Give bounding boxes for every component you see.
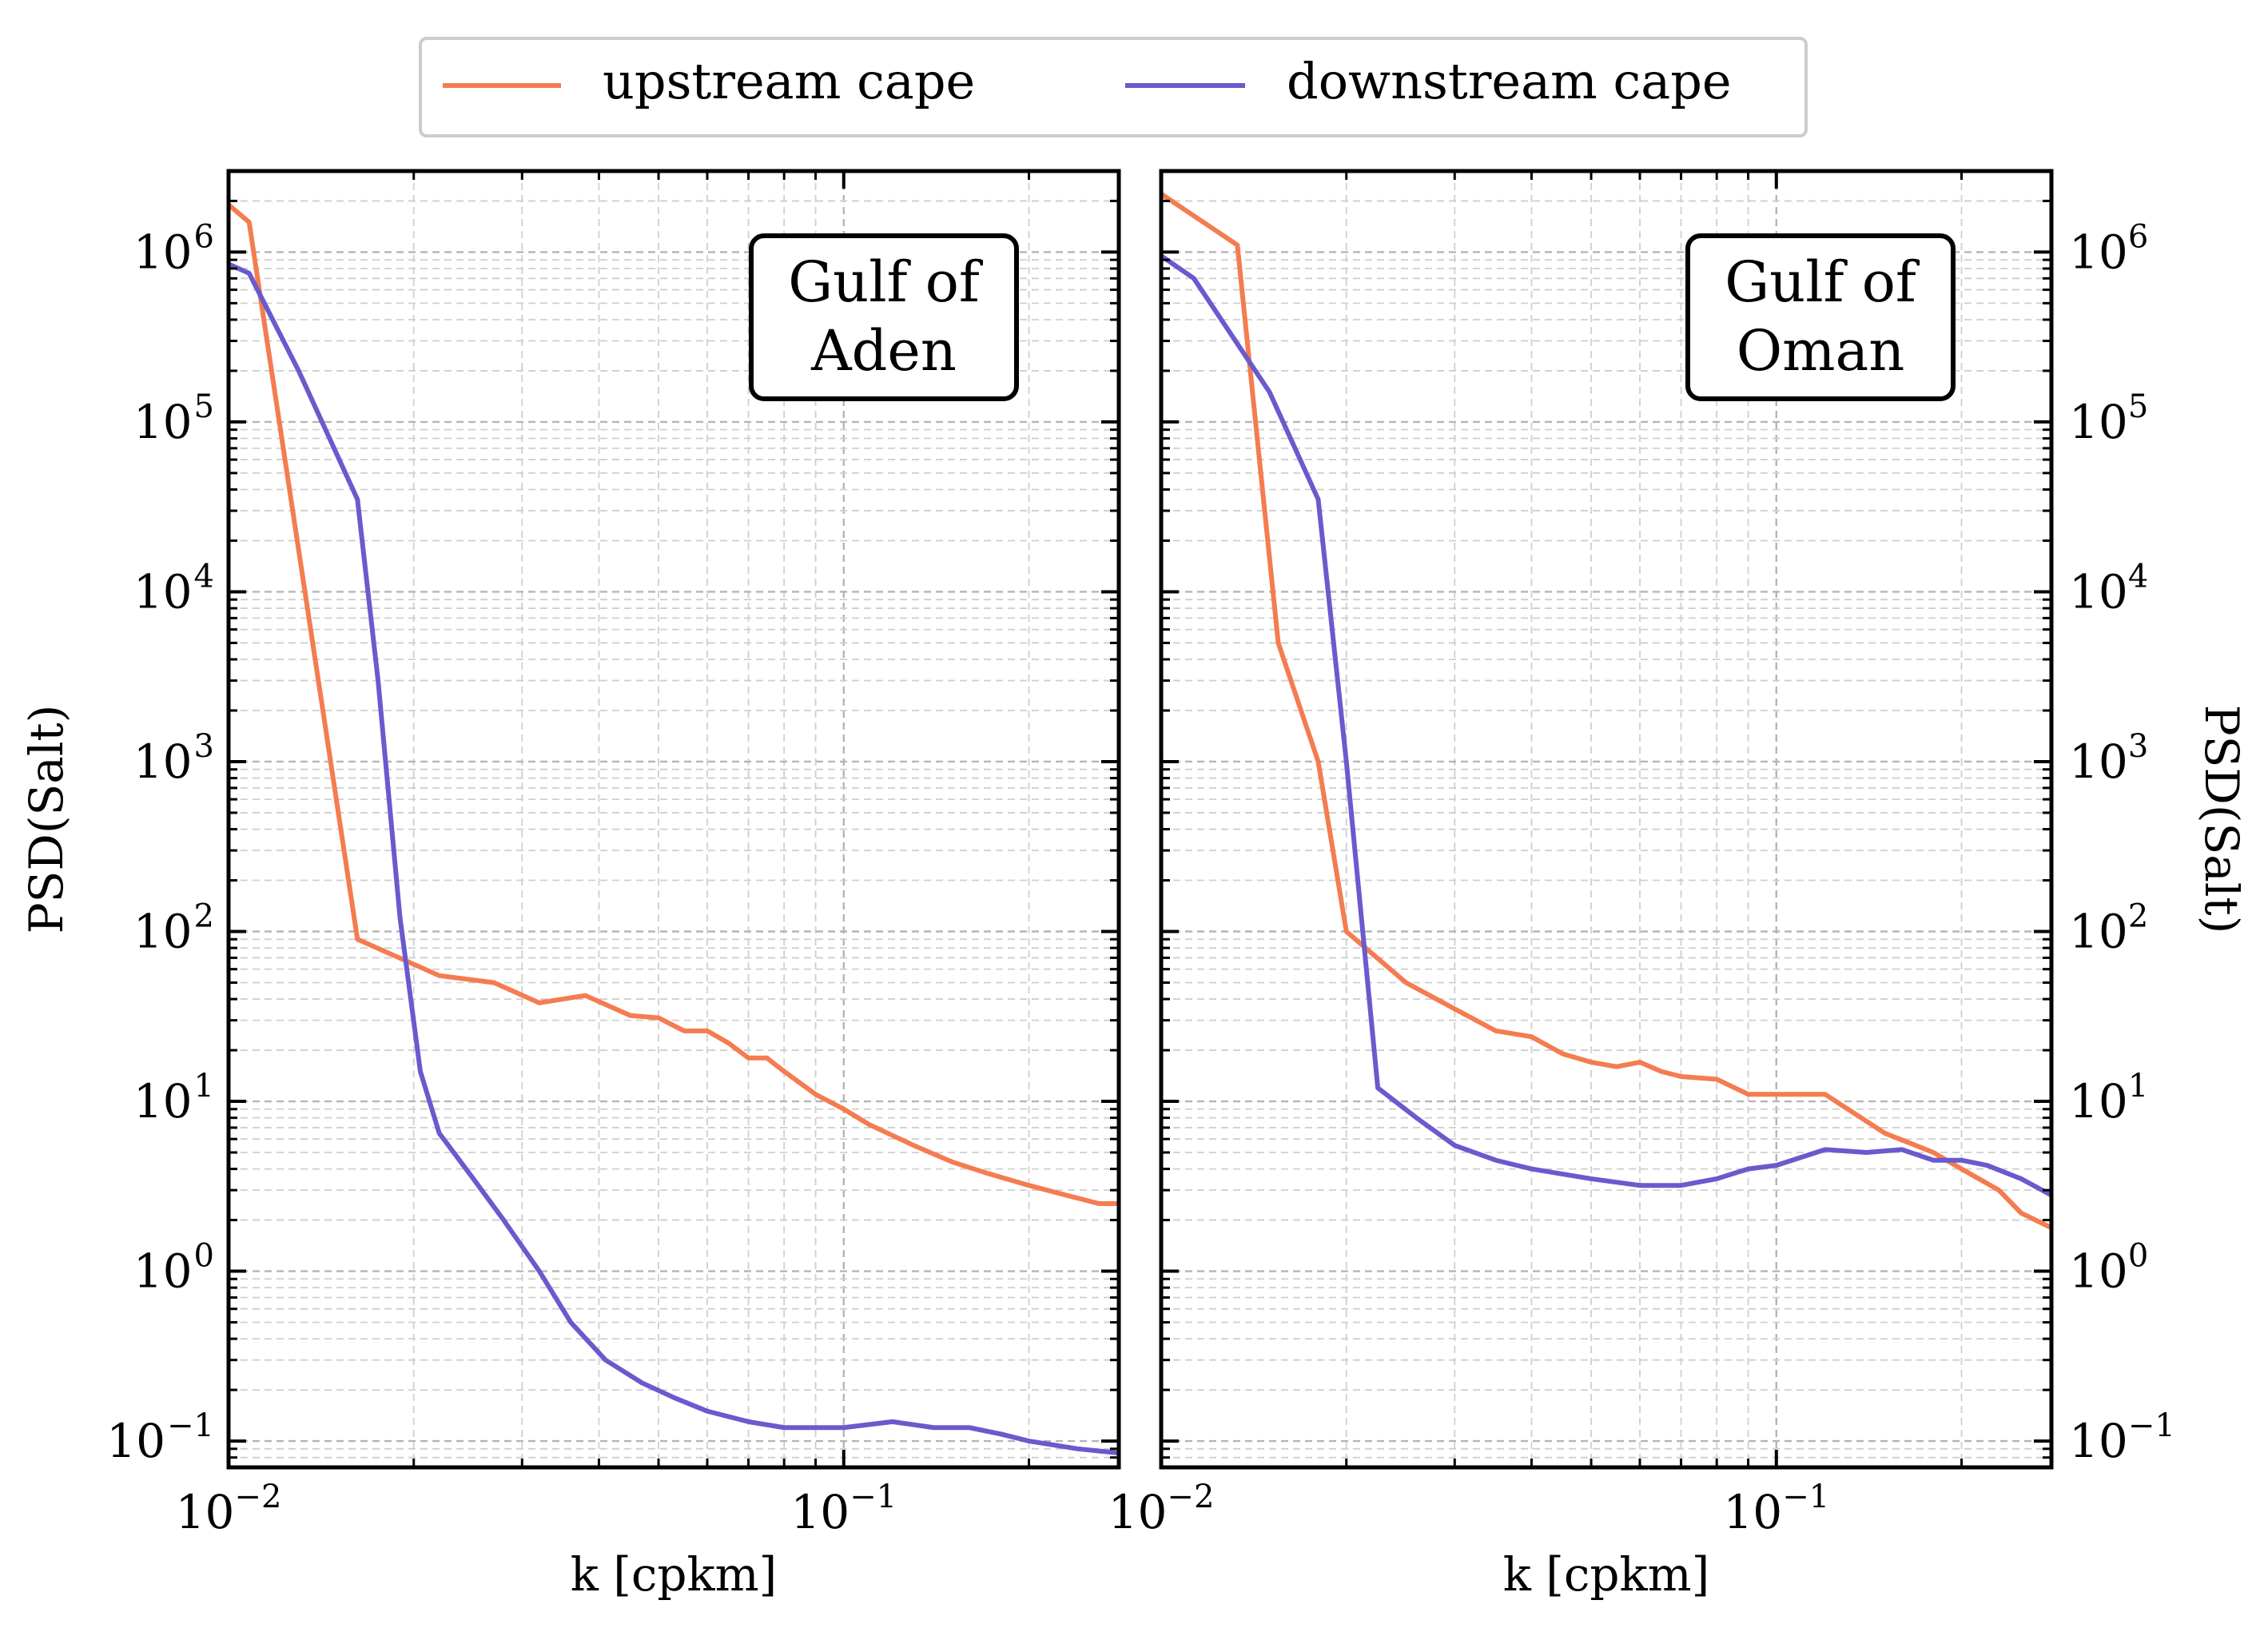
y-tick-label: 101 [2069,1068,2148,1128]
x-tick-label: 10−2 [176,1479,282,1539]
annotation-box [749,233,1019,401]
y-tick-label: 100 [2069,1238,2148,1299]
series-line-downstream-cape [1161,253,2051,1198]
y-tick-label: 104 [133,558,214,619]
annotation-line-2: Oman [1737,318,1905,384]
series-line-upstream-cape [229,202,1119,1206]
annotation-line-1: Gulf of [1725,249,1920,315]
x-axis-label: k [cpkm] [1503,1547,1710,1602]
y-tick-label: 100 [133,1238,214,1299]
y-axis-label: PSD(Salt) [2194,705,2249,934]
annotation-box [1685,233,1956,401]
legend: upstream cape downstream cape [419,37,1808,137]
axes-frame [226,169,1121,1470]
x-tick-label: 10−2 [1108,1479,1215,1539]
y-axis-label: PSD(Salt) [19,705,74,934]
legend-label-upstream: upstream cape [603,52,975,110]
y-tick-label: 102 [133,898,214,959]
y-tick-label: 105 [133,388,214,449]
y-tick-label: 106 [2069,218,2148,279]
annotation-line-1: Gulf of [788,249,984,315]
y-tick-label: 105 [2069,388,2148,449]
y-tick-label: 10−1 [106,1407,214,1468]
x-tick-label: 10−1 [1723,1479,1829,1539]
annotation-line-2: Aden [810,318,957,384]
y-tick-label: 10−1 [2069,1407,2175,1468]
y-tick-label: 103 [133,728,214,789]
series-line-downstream-cape [229,261,1119,1456]
x-tick-label: 10−1 [790,1479,897,1539]
x-axis-label: k [cpkm] [571,1547,778,1602]
y-tick-label: 102 [2069,898,2148,959]
axes-frame [1159,169,2054,1470]
y-tick-label: 106 [133,218,214,279]
series-line-upstream-cape [1161,192,2051,1230]
y-tick-label: 103 [2069,728,2148,789]
legend-label-downstream: downstream cape [1287,52,1732,110]
legend-frame [419,37,1808,137]
y-tick-label: 101 [133,1068,214,1128]
y-tick-label: 104 [2069,558,2148,619]
